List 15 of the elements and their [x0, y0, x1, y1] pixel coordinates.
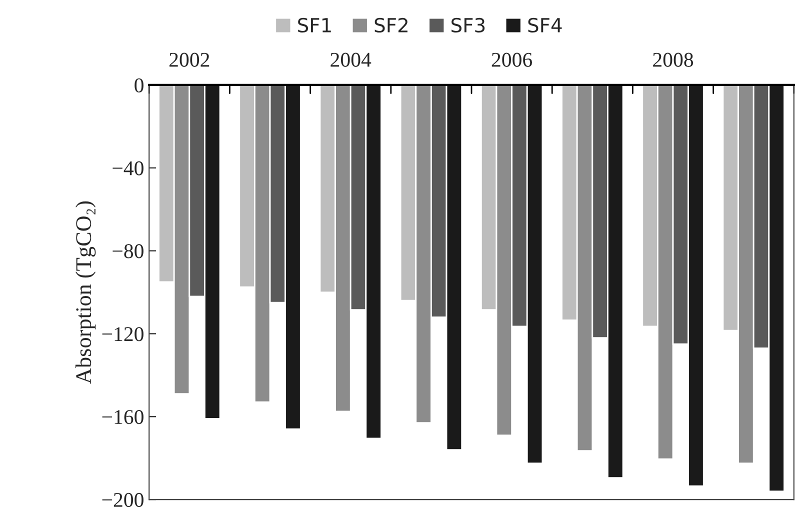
- legend-label: SF1: [298, 18, 331, 33]
- x-tick-label: 2006: [492, 52, 532, 67]
- y-tick-label: −80: [112, 244, 144, 258]
- y-axis-title: Absorption (TgCO₂): [75, 201, 96, 384]
- legend-label: SF2: [374, 18, 408, 33]
- legend-label: SF3: [452, 18, 485, 33]
- x-tick-label: 2004: [330, 52, 372, 67]
- y-tick-label: −200: [102, 492, 144, 507]
- y-tick-label: −160: [102, 410, 144, 424]
- y-tick-label: −120: [102, 327, 144, 342]
- legend-label: SF4: [528, 18, 562, 33]
- y-tick-label: 0: [134, 78, 144, 92]
- x-tick-label: 2008: [653, 52, 694, 67]
- y-tick-label: −40: [112, 161, 144, 176]
- x-tick-label: 2002: [169, 52, 210, 67]
